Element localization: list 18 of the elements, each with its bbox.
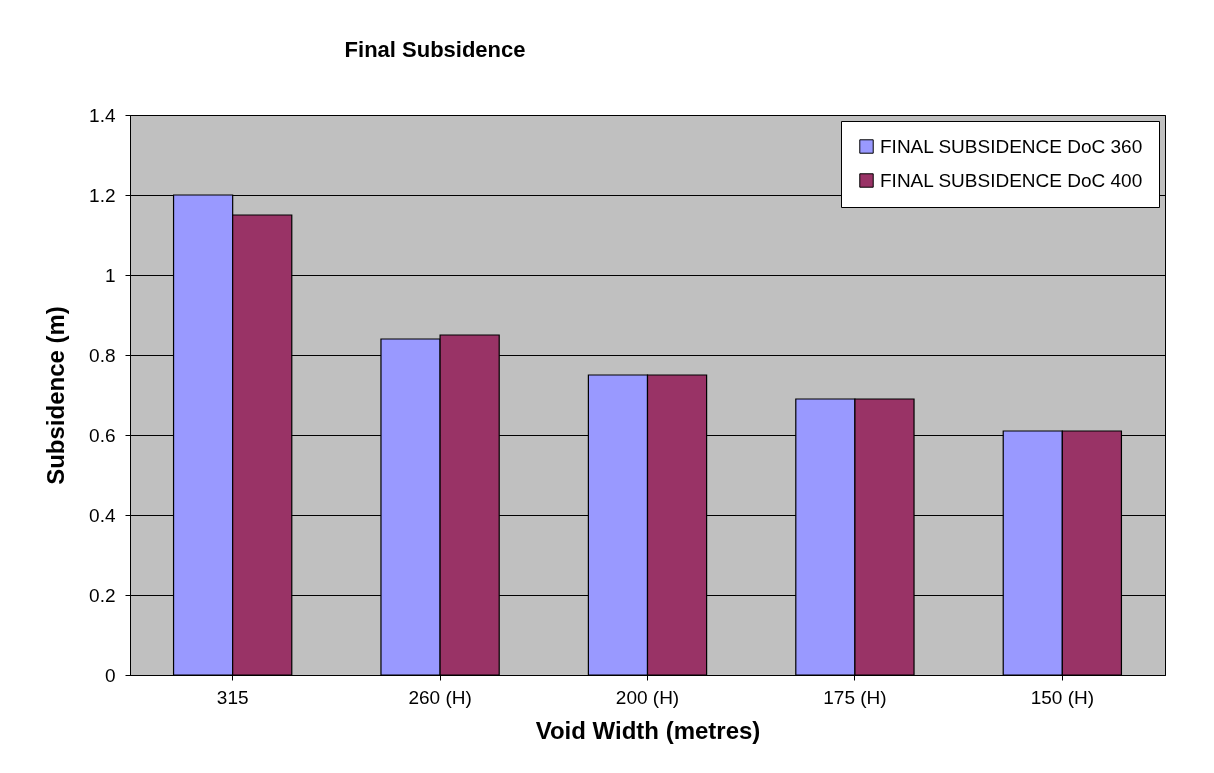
y-tick-label: 0 <box>104 664 116 686</box>
x-tick-label: 260 (H) <box>408 686 472 708</box>
y-axis-title: Subsidence (m) <box>42 306 70 485</box>
legend-label: FINAL SUBSIDENCE DoC 360 <box>880 135 1143 157</box>
y-tick-label: 0.2 <box>89 584 116 606</box>
y-tick-label: 1.2 <box>89 184 116 206</box>
x-tick-label: 315 <box>216 686 249 708</box>
y-tick-label: 0.8 <box>89 344 116 366</box>
x-tick-label: 200 (H) <box>615 686 680 708</box>
y-tick-label: 0.6 <box>89 424 116 446</box>
legend-label: FINAL SUBSIDENCE DoC 400 <box>880 169 1143 191</box>
x-tick-label: 150 (H) <box>1030 686 1095 708</box>
y-tick-label: 1.4 <box>89 104 116 126</box>
y-tick-label: 0.4 <box>89 504 116 526</box>
y-tick-label: 1 <box>104 264 116 286</box>
x-axis-title: Void Width (metres) <box>535 716 761 744</box>
x-tick-label: 175 (H) <box>823 686 887 708</box>
chart-title: Final Subsidence <box>344 37 526 62</box>
